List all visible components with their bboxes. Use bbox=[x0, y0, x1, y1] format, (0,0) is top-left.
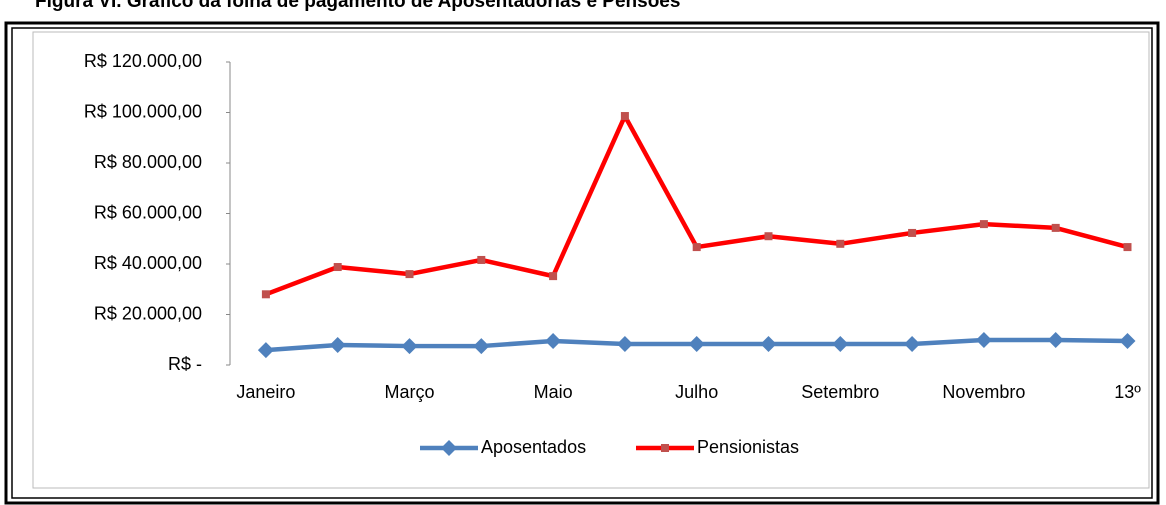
x-tick-label: Março bbox=[384, 382, 434, 402]
point bbox=[760, 336, 777, 353]
point bbox=[549, 272, 558, 281]
point bbox=[908, 228, 917, 237]
y-tick-label: R$ 40.000,00 bbox=[94, 253, 202, 273]
point bbox=[473, 338, 490, 355]
point bbox=[620, 112, 629, 121]
point bbox=[333, 263, 342, 272]
y-tick-label: R$ 80.000,00 bbox=[94, 152, 202, 172]
point bbox=[904, 336, 921, 353]
x-tick-label: Janeiro bbox=[236, 382, 295, 402]
legend-marker bbox=[441, 440, 457, 456]
x-tick-label: Julho bbox=[675, 382, 718, 402]
frame-inner bbox=[11, 27, 1153, 499]
point bbox=[477, 255, 486, 264]
y-tick-label: R$ - bbox=[168, 354, 202, 374]
legend-label: Aposentados bbox=[481, 437, 586, 457]
point bbox=[1051, 223, 1060, 232]
point bbox=[764, 232, 773, 241]
y-tick-label: R$ 60.000,00 bbox=[94, 202, 202, 222]
frame-outer bbox=[4, 21, 1160, 505]
series-line bbox=[265, 113, 1129, 297]
point bbox=[1047, 332, 1064, 349]
point bbox=[405, 270, 414, 279]
chart-area bbox=[32, 31, 1150, 489]
point bbox=[979, 220, 988, 229]
x-tick-label: Novembro bbox=[942, 382, 1025, 402]
point bbox=[975, 332, 992, 349]
legend-marker bbox=[661, 444, 669, 452]
y-tick-label: R$ 120.000,00 bbox=[84, 51, 202, 71]
point bbox=[616, 336, 633, 353]
point bbox=[692, 243, 701, 252]
x-tick-label: Setembro bbox=[801, 382, 879, 402]
point bbox=[688, 336, 705, 353]
y-tick-label: R$ 100.000,00 bbox=[84, 101, 202, 121]
chart-title: Figura VI. Gráfico da folha de pagamento… bbox=[35, 0, 680, 12]
x-tick-label: Maio bbox=[534, 382, 573, 402]
legend-label: Pensionistas bbox=[697, 437, 799, 457]
point bbox=[1119, 333, 1136, 350]
x-tick-label: 13º bbox=[1114, 382, 1141, 402]
point bbox=[545, 333, 562, 350]
y-tick-label: R$ 20.000,00 bbox=[94, 303, 202, 323]
point bbox=[836, 239, 845, 248]
point bbox=[261, 290, 270, 299]
point bbox=[1123, 243, 1132, 252]
point bbox=[832, 336, 849, 353]
point bbox=[329, 337, 346, 354]
point bbox=[257, 342, 274, 359]
point bbox=[401, 338, 418, 355]
